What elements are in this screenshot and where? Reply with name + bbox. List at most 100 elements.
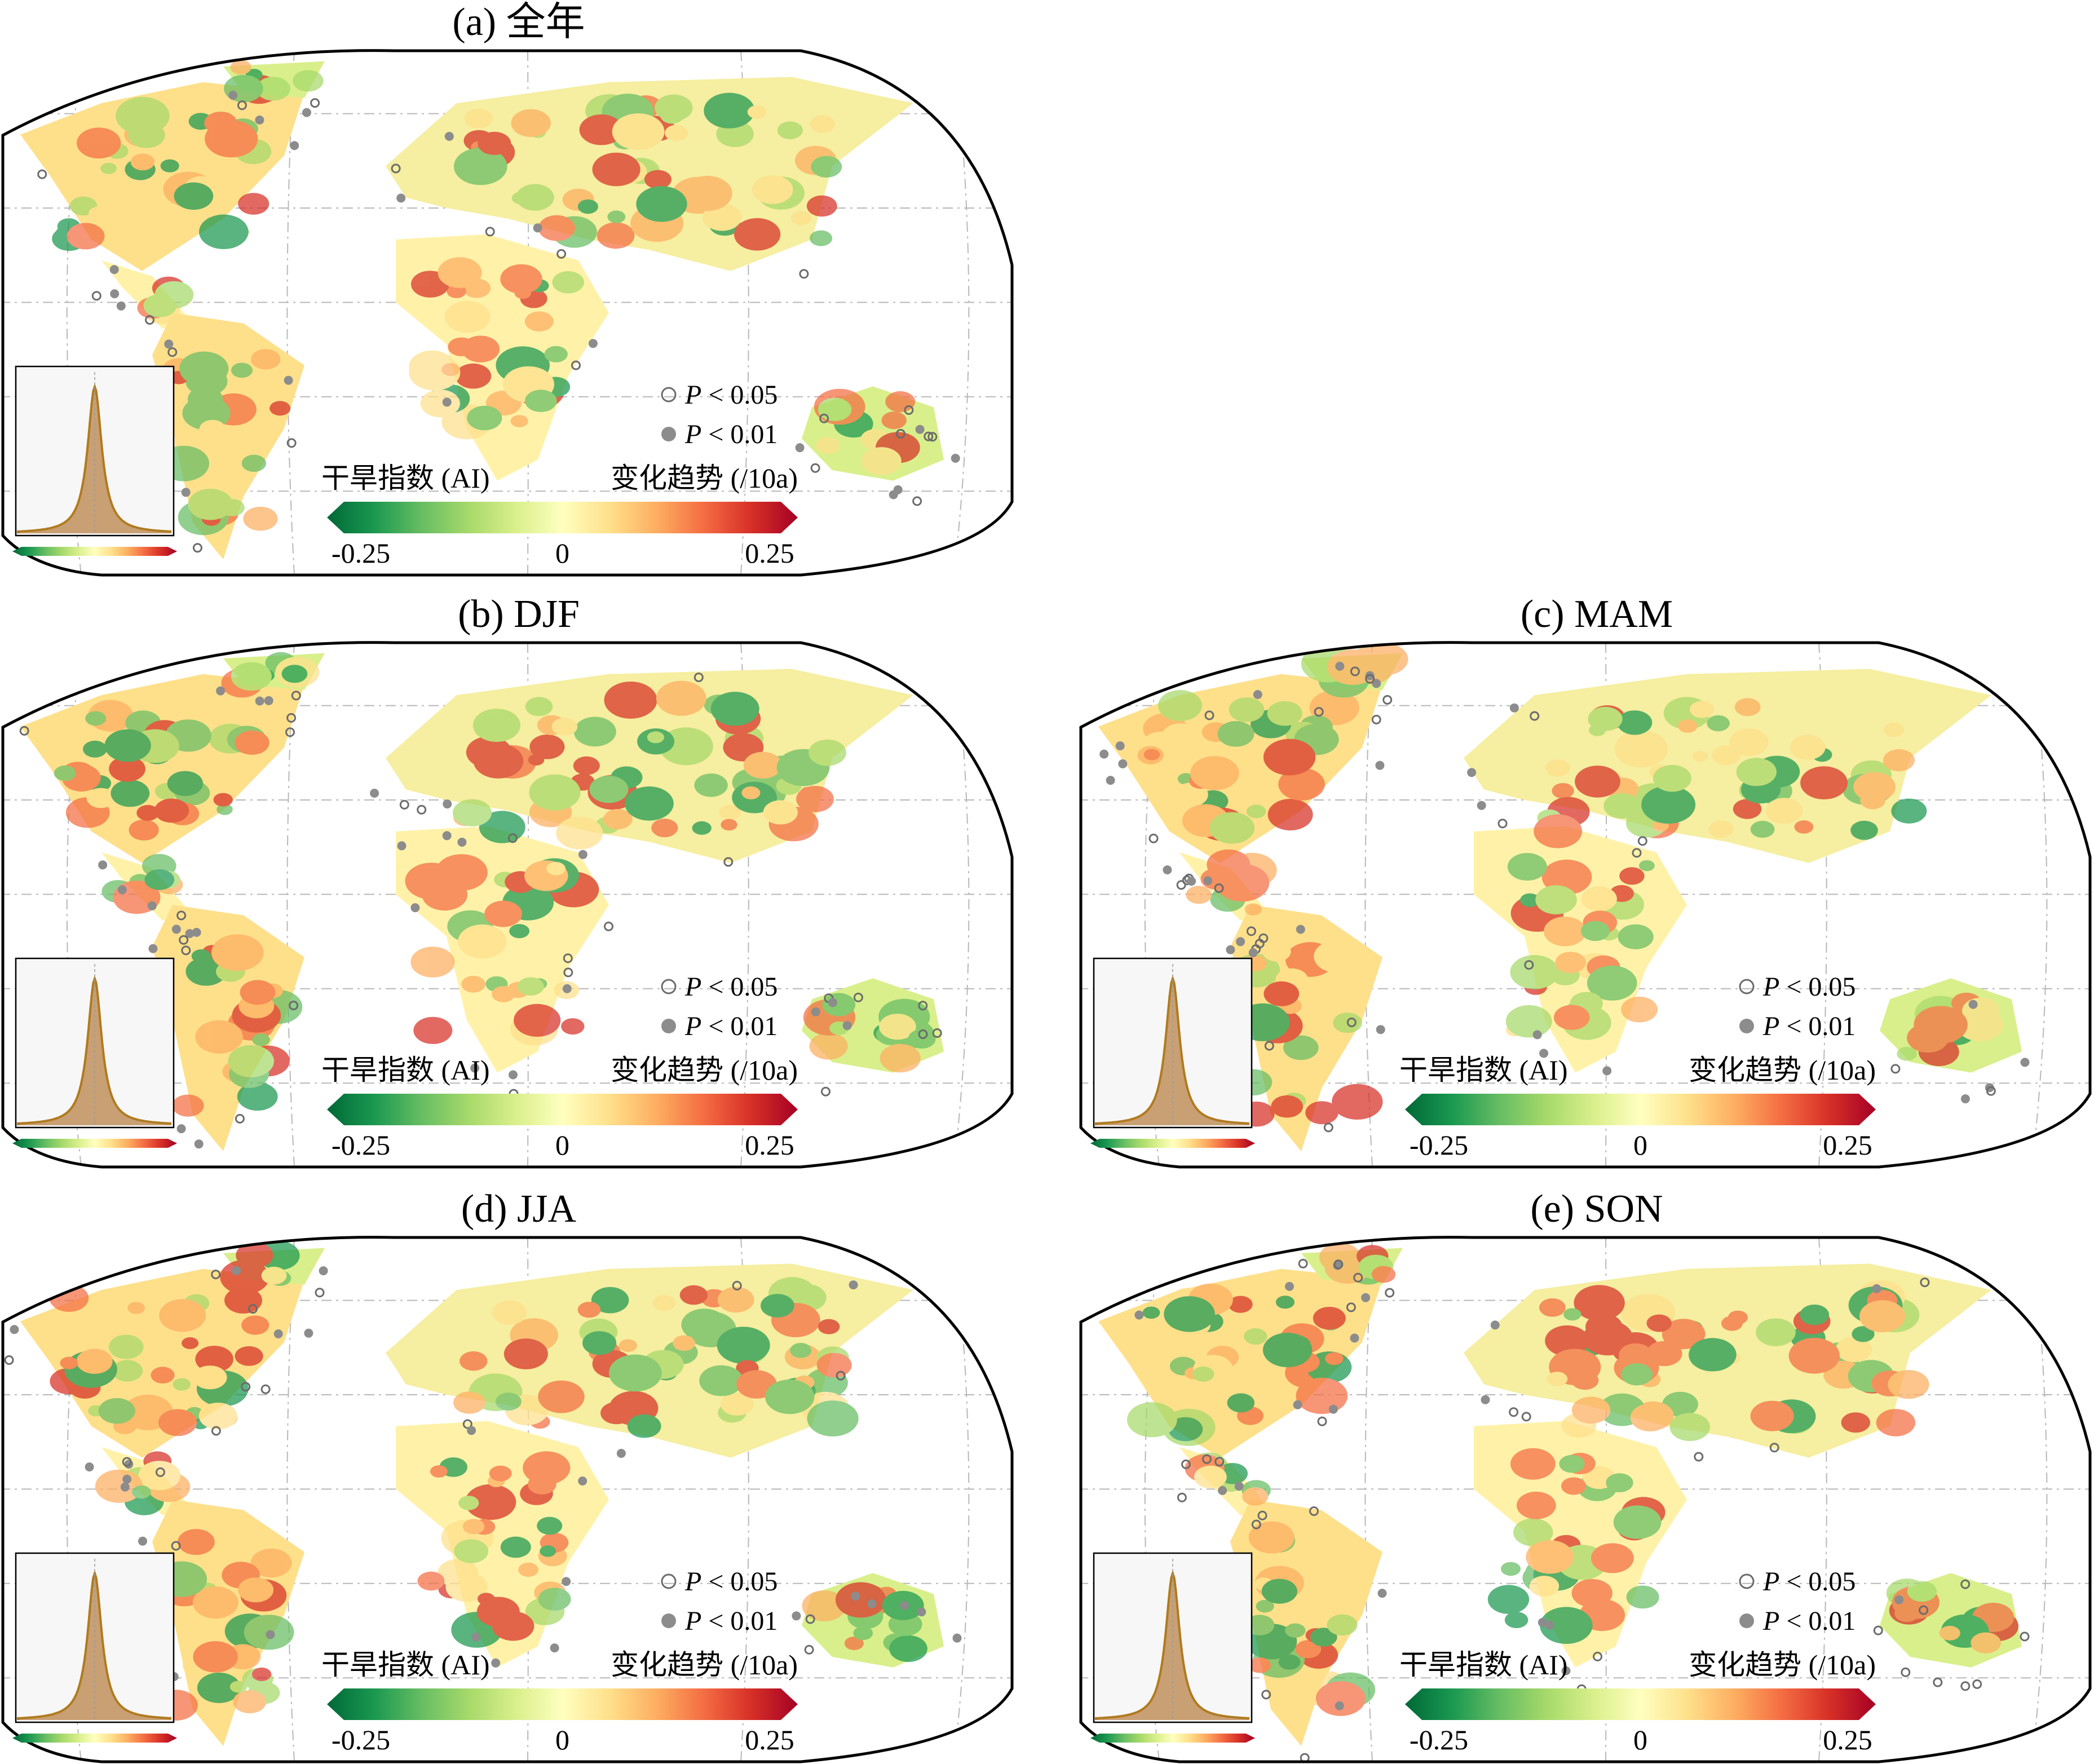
filled-circle-icon bbox=[661, 1019, 676, 1033]
panel-title: (e) SON bbox=[1530, 1187, 1663, 1231]
significance-markers bbox=[19, 673, 942, 1149]
colorbar-bar bbox=[327, 502, 798, 533]
colorbar-tick-max: 0.25 bbox=[1823, 1129, 1872, 1161]
legend-p005: P < 0.05 bbox=[1762, 972, 1856, 1002]
histogram-inset bbox=[1090, 1552, 1255, 1743]
legend-p005: P < 0.05 bbox=[684, 1567, 777, 1597]
trend-patches bbox=[1137, 643, 2003, 1127]
open-circle-icon bbox=[661, 1573, 677, 1589]
significance-legend: P < 0.05 P < 0.01 bbox=[661, 380, 777, 449]
legend-p001: P < 0.01 bbox=[684, 1011, 777, 1041]
colorbar-right-label: 变化趋势 (/10a) bbox=[611, 1054, 798, 1086]
trend-patches bbox=[1126, 1243, 2019, 1716]
colorbar-right-label: 变化趋势 (/10a) bbox=[1689, 1649, 1876, 1681]
histogram-inset bbox=[12, 365, 177, 556]
inset-colorbar bbox=[12, 1139, 177, 1148]
colorbar-left-label: 干旱指数 (AI) bbox=[321, 462, 490, 494]
colorbar-tick-mid: 0 bbox=[555, 1129, 569, 1161]
colorbar-left-label: 干旱指数 (AI) bbox=[321, 1054, 490, 1086]
colorbar-tick-min: -0.25 bbox=[1410, 1129, 1468, 1161]
panel-title: (d) JJA bbox=[461, 1187, 577, 1231]
panel-title: (b) DJF bbox=[458, 593, 580, 636]
map-frame bbox=[1079, 641, 2092, 1169]
legend-p005: P < 0.05 bbox=[684, 972, 777, 1002]
colorbar-right-label: 变化趋势 (/10a) bbox=[1689, 1054, 1876, 1086]
panel-title: (c) MAM bbox=[1521, 593, 1673, 636]
map-frame bbox=[1079, 1236, 2092, 1763]
legend-p001: P < 0.01 bbox=[1762, 1606, 1856, 1636]
histogram-inset bbox=[12, 957, 177, 1148]
colorbar: 干旱指数 (AI) 变化趋势 (/10a) -0.25 0 0.25 bbox=[1399, 1054, 1876, 1161]
panel-c: (c) MAM P < 0.05 P < 0.01 干旱指数 (AI) 变化趋势 (/1… bbox=[1079, 593, 2092, 1169]
colorbar-tick-mid: 0 bbox=[555, 1724, 569, 1756]
open-circle-icon bbox=[661, 387, 677, 403]
colorbar-tick-mid: 0 bbox=[1633, 1129, 1647, 1161]
colorbar-bar bbox=[327, 1094, 798, 1125]
legend-p001: P < 0.01 bbox=[684, 419, 777, 449]
legend-p005: P < 0.05 bbox=[1762, 1567, 1856, 1597]
colorbar-tick-min: -0.25 bbox=[332, 1724, 390, 1756]
colorbar: 干旱指数 (AI) 变化趋势 (/10a) -0.25 0 0.25 bbox=[1399, 1649, 1876, 1756]
map-area bbox=[3, 642, 1012, 1168]
open-circle-icon bbox=[661, 979, 677, 994]
colorbar-tick-min: -0.25 bbox=[332, 537, 390, 569]
colorbar-tick-max: 0.25 bbox=[745, 1724, 794, 1756]
map-frame bbox=[1, 641, 1014, 1169]
map-frame bbox=[1, 49, 1014, 577]
colorbar-tick-max: 0.25 bbox=[745, 1129, 794, 1161]
significance-markers bbox=[4, 1266, 962, 1681]
colorbar-bar bbox=[327, 1688, 798, 1720]
trend-patches bbox=[54, 652, 936, 1117]
panel-d: (d) JJA P < 0.05 P < 0.01 干旱指数 (AI) 变化趋势 (/1… bbox=[1, 1187, 1014, 1763]
legend-p005: P < 0.05 bbox=[684, 380, 777, 410]
significance-legend: P < 0.05 P < 0.01 bbox=[661, 972, 777, 1041]
inset-colorbar bbox=[12, 547, 177, 556]
inset-colorbar bbox=[1090, 1139, 1255, 1148]
inset-colorbar bbox=[1090, 1734, 1255, 1743]
significance-legend: P < 0.05 P < 0.01 bbox=[661, 1567, 777, 1636]
significance-markers bbox=[1099, 661, 2030, 1133]
panel-a: (a) 全年 P < 0.05 P < 0.01 干旱指数 (AI) 变化趋势 (/10… bbox=[1, 1, 1014, 577]
colorbar-right-label: 变化趋势 (/10a) bbox=[611, 462, 798, 494]
colorbar-tick-max: 0.25 bbox=[1823, 1724, 1872, 1756]
significance-markers bbox=[37, 91, 960, 553]
colorbar-tick-min: -0.25 bbox=[1410, 1724, 1468, 1756]
panel-b: (b) DJF P < 0.05 P < 0.01 干旱指数 (AI) 变化趋势 (/1… bbox=[1, 593, 1014, 1169]
colorbar: 干旱指数 (AI) 变化趋势 (/10a) -0.25 0 0.25 bbox=[321, 1649, 798, 1756]
colorbar-left-label: 干旱指数 (AI) bbox=[1399, 1649, 1568, 1681]
land-region bbox=[1230, 1500, 1382, 1747]
colorbar-left-label: 干旱指数 (AI) bbox=[321, 1649, 490, 1681]
significance-legend: P < 0.05 P < 0.01 bbox=[1739, 972, 1856, 1041]
map-area bbox=[1081, 1237, 2090, 1762]
colorbar-tick-mid: 0 bbox=[1633, 1724, 1647, 1756]
histogram-inset bbox=[12, 1552, 177, 1743]
colorbar-left-label: 干旱指数 (AI) bbox=[1399, 1054, 1568, 1086]
legend-p001: P < 0.01 bbox=[1762, 1011, 1856, 1041]
map-area bbox=[1081, 642, 2090, 1168]
colorbar-right-label: 变化趋势 (/10a) bbox=[611, 1649, 798, 1681]
inset-colorbar bbox=[12, 1734, 177, 1743]
histogram-inset bbox=[1090, 957, 1255, 1148]
open-circle-icon bbox=[1739, 1573, 1755, 1589]
panel-e: (e) SON P < 0.05 P < 0.01 干旱指数 (AI) 变化趋势 (/1… bbox=[1079, 1187, 2092, 1763]
land-region bbox=[1474, 826, 1687, 1073]
colorbar: 干旱指数 (AI) 变化趋势 (/10a) -0.25 0 0.25 bbox=[321, 1054, 798, 1161]
colorbar-bar bbox=[1405, 1688, 1876, 1720]
map-area bbox=[3, 50, 1012, 576]
map-frame bbox=[1, 1236, 1014, 1763]
filled-circle-icon bbox=[661, 427, 676, 441]
colorbar-bar bbox=[1405, 1094, 1876, 1125]
significance-markers bbox=[1134, 1258, 2030, 1762]
colorbar-tick-min: -0.25 bbox=[332, 1129, 390, 1161]
panel-title: (a) 全年 bbox=[452, 1, 585, 44]
trend-patches bbox=[52, 60, 920, 536]
legend-p001: P < 0.01 bbox=[684, 1606, 777, 1636]
open-circle-icon bbox=[1739, 979, 1755, 994]
colorbar: 干旱指数 (AI) 变化趋势 (/10a) -0.25 0 0.25 bbox=[321, 462, 798, 569]
significance-legend: P < 0.05 P < 0.01 bbox=[1739, 1567, 1856, 1636]
colorbar-tick-max: 0.25 bbox=[745, 537, 794, 569]
trend-patches bbox=[49, 1241, 927, 1721]
filled-circle-icon bbox=[661, 1613, 676, 1628]
